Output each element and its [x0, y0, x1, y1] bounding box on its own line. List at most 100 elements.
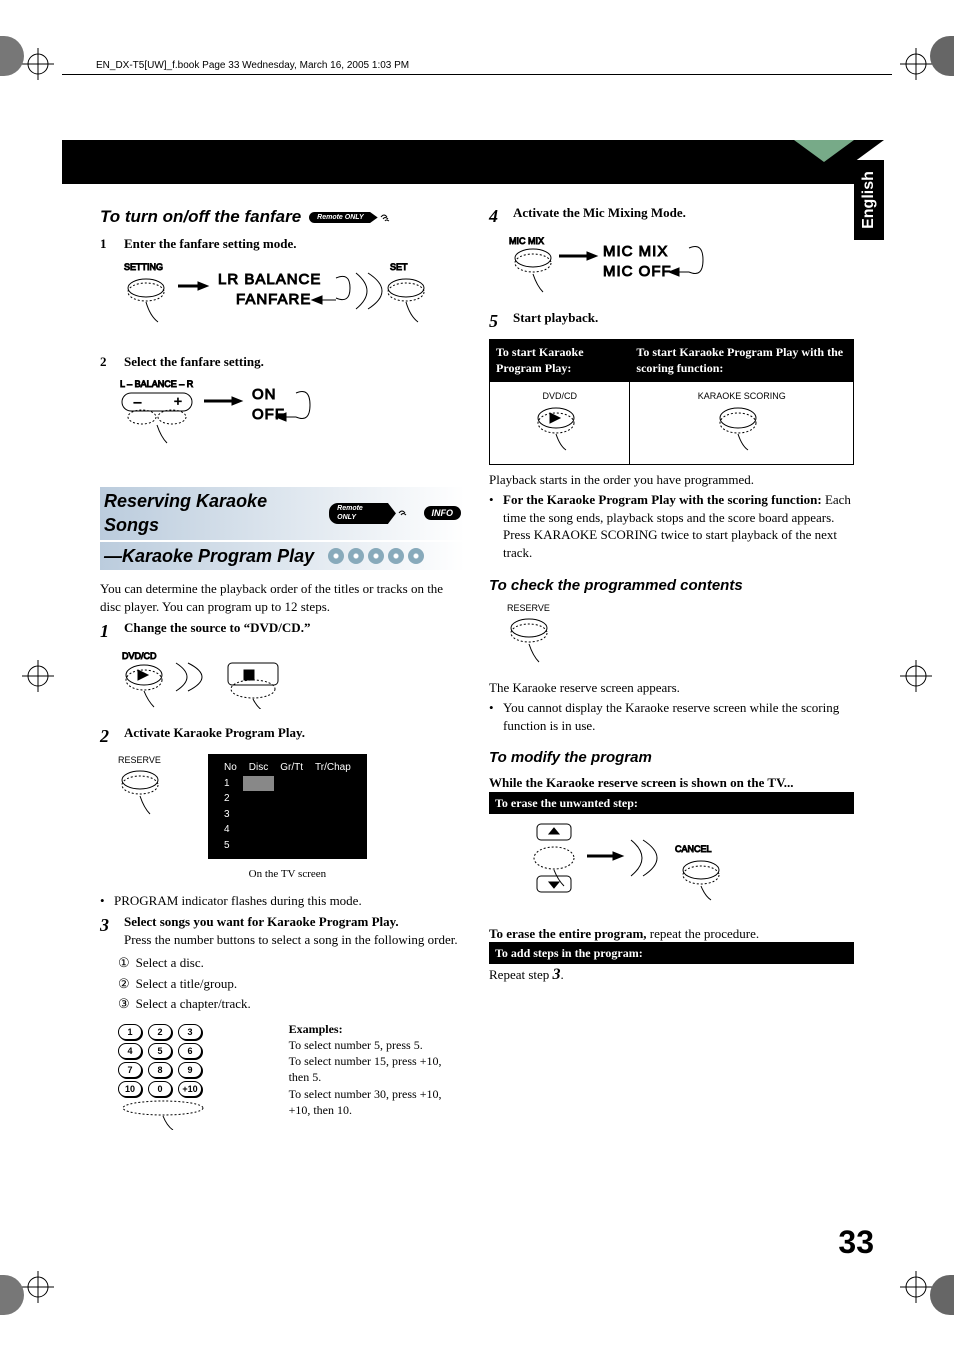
fanfare-step2-num: 2: [100, 353, 114, 371]
erase-step-bar: To erase the unwanted step:: [489, 792, 854, 814]
disc-icons: [328, 548, 424, 564]
page-number: 33: [838, 1224, 874, 1261]
header-file-info: EN_DX-T5[UW]_f.book Page 33 Wednesday, M…: [96, 60, 409, 71]
step2-bullet: PROGRAM indicator flashes during this mo…: [114, 892, 362, 910]
mic-mix-diagram: MIC MIX MIC MIX MIC OFF: [507, 234, 854, 299]
scoring-bullet: For the Karaoke Program Play with the sc…: [503, 491, 854, 561]
fanfare-step1-num: 1: [100, 235, 114, 253]
reserving-heading-line2: —Karaoke Program Play: [104, 544, 314, 568]
step3-num: 3: [100, 913, 114, 948]
tv-row-2: 2: [218, 791, 243, 807]
sub3-t: Select a chapter/track.: [136, 995, 251, 1013]
sub1-n: ①: [118, 954, 130, 972]
key-2: 2: [148, 1024, 172, 1040]
key-3: 3: [178, 1024, 202, 1040]
reserving-heading-block: Reserving Karaoke Songs Remote ONLY INFO…: [100, 487, 465, 570]
tv-row-1: 1: [218, 776, 243, 792]
set-label: SET: [390, 262, 408, 272]
key-10: 10: [118, 1081, 142, 1097]
fanfare-heading-text: To turn on/off the fanfare: [100, 206, 301, 229]
lcd-on: ON: [252, 386, 277, 403]
karaoke-scoring-btn-label: KARAOKE SCORING: [636, 390, 847, 402]
info-pill: INFO: [424, 506, 462, 520]
step3-text: Select songs you want for Karaoke Progra…: [124, 913, 458, 931]
example-3: To select number 30, press +10, +10, the…: [289, 1086, 465, 1118]
remote-only-badge: Remote ONLY: [309, 211, 392, 223]
tv-screen: No Disc Gr/Tt Tr/Chap 1 2 3 4 5: [208, 754, 367, 859]
reserving-heading-line1: Reserving Karaoke Songs: [104, 489, 321, 538]
tv-col-trchap: Tr/Chap: [309, 760, 357, 776]
add-steps-bar: To add steps in the program:: [489, 942, 854, 964]
modify-heading: To modify the program: [489, 748, 854, 768]
key-5: 5: [148, 1043, 172, 1059]
examples-block: Examples: To select number 5, press 5. T…: [289, 1021, 465, 1118]
remote-only-badge-2: Remote ONLY: [329, 503, 409, 524]
key-7: 7: [118, 1062, 142, 1078]
check-bullet: You cannot display the Karaoke reserve s…: [503, 699, 854, 734]
start-table-h1: To start Karaoke Program Play:: [490, 340, 630, 381]
setting-label: SETTING: [124, 262, 163, 272]
step2-diagram: RESERVE No Disc Gr/Tt Tr/Chap: [118, 754, 465, 881]
example-2: To select number 15, press +10, then 5.: [289, 1053, 465, 1085]
examples-title: Examples:: [289, 1022, 343, 1036]
after-table-text: Playback starts in the order you have pr…: [489, 471, 854, 489]
start-playback-table: To start Karaoke Program Play: To start …: [489, 339, 854, 465]
tv-col-disc: Disc: [243, 760, 274, 776]
repeat-num: 3: [553, 966, 561, 983]
signal-icon-2: [398, 507, 410, 519]
modify-subtitle: While the Karaoke reserve screen is show…: [489, 774, 854, 792]
fanfare-diagram-1: SETTING LR BALANCE FANFARE SET: [118, 258, 465, 343]
tv-row-3: 3: [218, 807, 243, 823]
plus-label: +: [174, 395, 182, 410]
tv-col-grtt: Gr/Tt: [274, 760, 309, 776]
erase-entire-line: To erase the entire program, repeat the …: [489, 925, 854, 943]
step4-num: 4: [489, 204, 503, 228]
signal-icon: [380, 211, 392, 223]
dvdcd-btn-label: DVD/CD: [496, 390, 623, 402]
key-6: 6: [178, 1043, 202, 1059]
balance-label: L – BALANCE – R: [120, 379, 194, 389]
lcd-off: OFF: [252, 406, 285, 423]
check-line: The Karaoke reserve screen appears.: [489, 679, 854, 697]
step4-text: Activate the Mic Mixing Mode.: [513, 204, 686, 228]
repeat-step-line: Repeat step 3.: [489, 964, 854, 986]
check-heading: To check the programmed contents: [489, 576, 854, 596]
check-diagram: RESERVE: [507, 602, 854, 669]
cancel-label: CANCEL: [675, 844, 712, 854]
right-column: 4 Activate the Mic Mixing Mode. MIC MIX …: [489, 200, 854, 1231]
repeat-text: Repeat step: [489, 967, 553, 982]
reserving-intro: You can determine the playback order of …: [100, 580, 465, 615]
step2-num: 2: [100, 724, 114, 748]
remote-only-label: Remote ONLY: [309, 212, 370, 223]
scoring-bullet-bold: For the Karaoke Program Play with the sc…: [503, 492, 822, 507]
lcd-fanfare: FANFARE: [236, 291, 311, 308]
lcd-mic-off: MIC OFF: [603, 263, 672, 280]
language-tab-label: English: [860, 171, 878, 229]
key-8: 8: [148, 1062, 172, 1078]
fanfare-step2-text: Select the fanfare setting.: [124, 353, 264, 371]
start-table-h2: To start Karaoke Program Play with the s…: [630, 340, 854, 381]
left-column: To turn on/off the fanfare Remote ONLY 1…: [100, 200, 465, 1231]
key-plus10: +10: [178, 1081, 202, 1097]
key-0: 0: [148, 1081, 172, 1097]
reserve-btn-label: RESERVE: [507, 602, 854, 614]
tv-col-no: No: [218, 760, 243, 776]
crop-mark-mid-left: [18, 656, 58, 696]
reserve-label: RESERVE: [118, 754, 178, 766]
step3-body: Press the number buttons to select a son…: [124, 931, 458, 949]
language-tab: English: [854, 160, 884, 240]
step1-num: 1: [100, 619, 114, 643]
example-1: To select number 5, press 5.: [289, 1037, 465, 1053]
key-1: 1: [118, 1024, 142, 1040]
fanfare-step1-text: Enter the fanfare setting mode.: [124, 235, 296, 253]
tv-row-4: 4: [218, 822, 243, 838]
sub2-t: Select a title/group.: [136, 975, 237, 993]
keypad-press-icon: [118, 1100, 208, 1130]
step1-diagram: DVD/CD: [118, 649, 465, 714]
sub1-t: Select a disc.: [136, 954, 204, 972]
crop-mark-bottom-left: [18, 1267, 58, 1307]
erase-diagram: CANCEL: [507, 820, 854, 915]
step2-text: Activate Karaoke Program Play.: [124, 724, 305, 748]
lcd-mic-mix: MIC MIX: [603, 243, 668, 260]
fanfare-heading: To turn on/off the fanfare Remote ONLY: [100, 206, 465, 229]
